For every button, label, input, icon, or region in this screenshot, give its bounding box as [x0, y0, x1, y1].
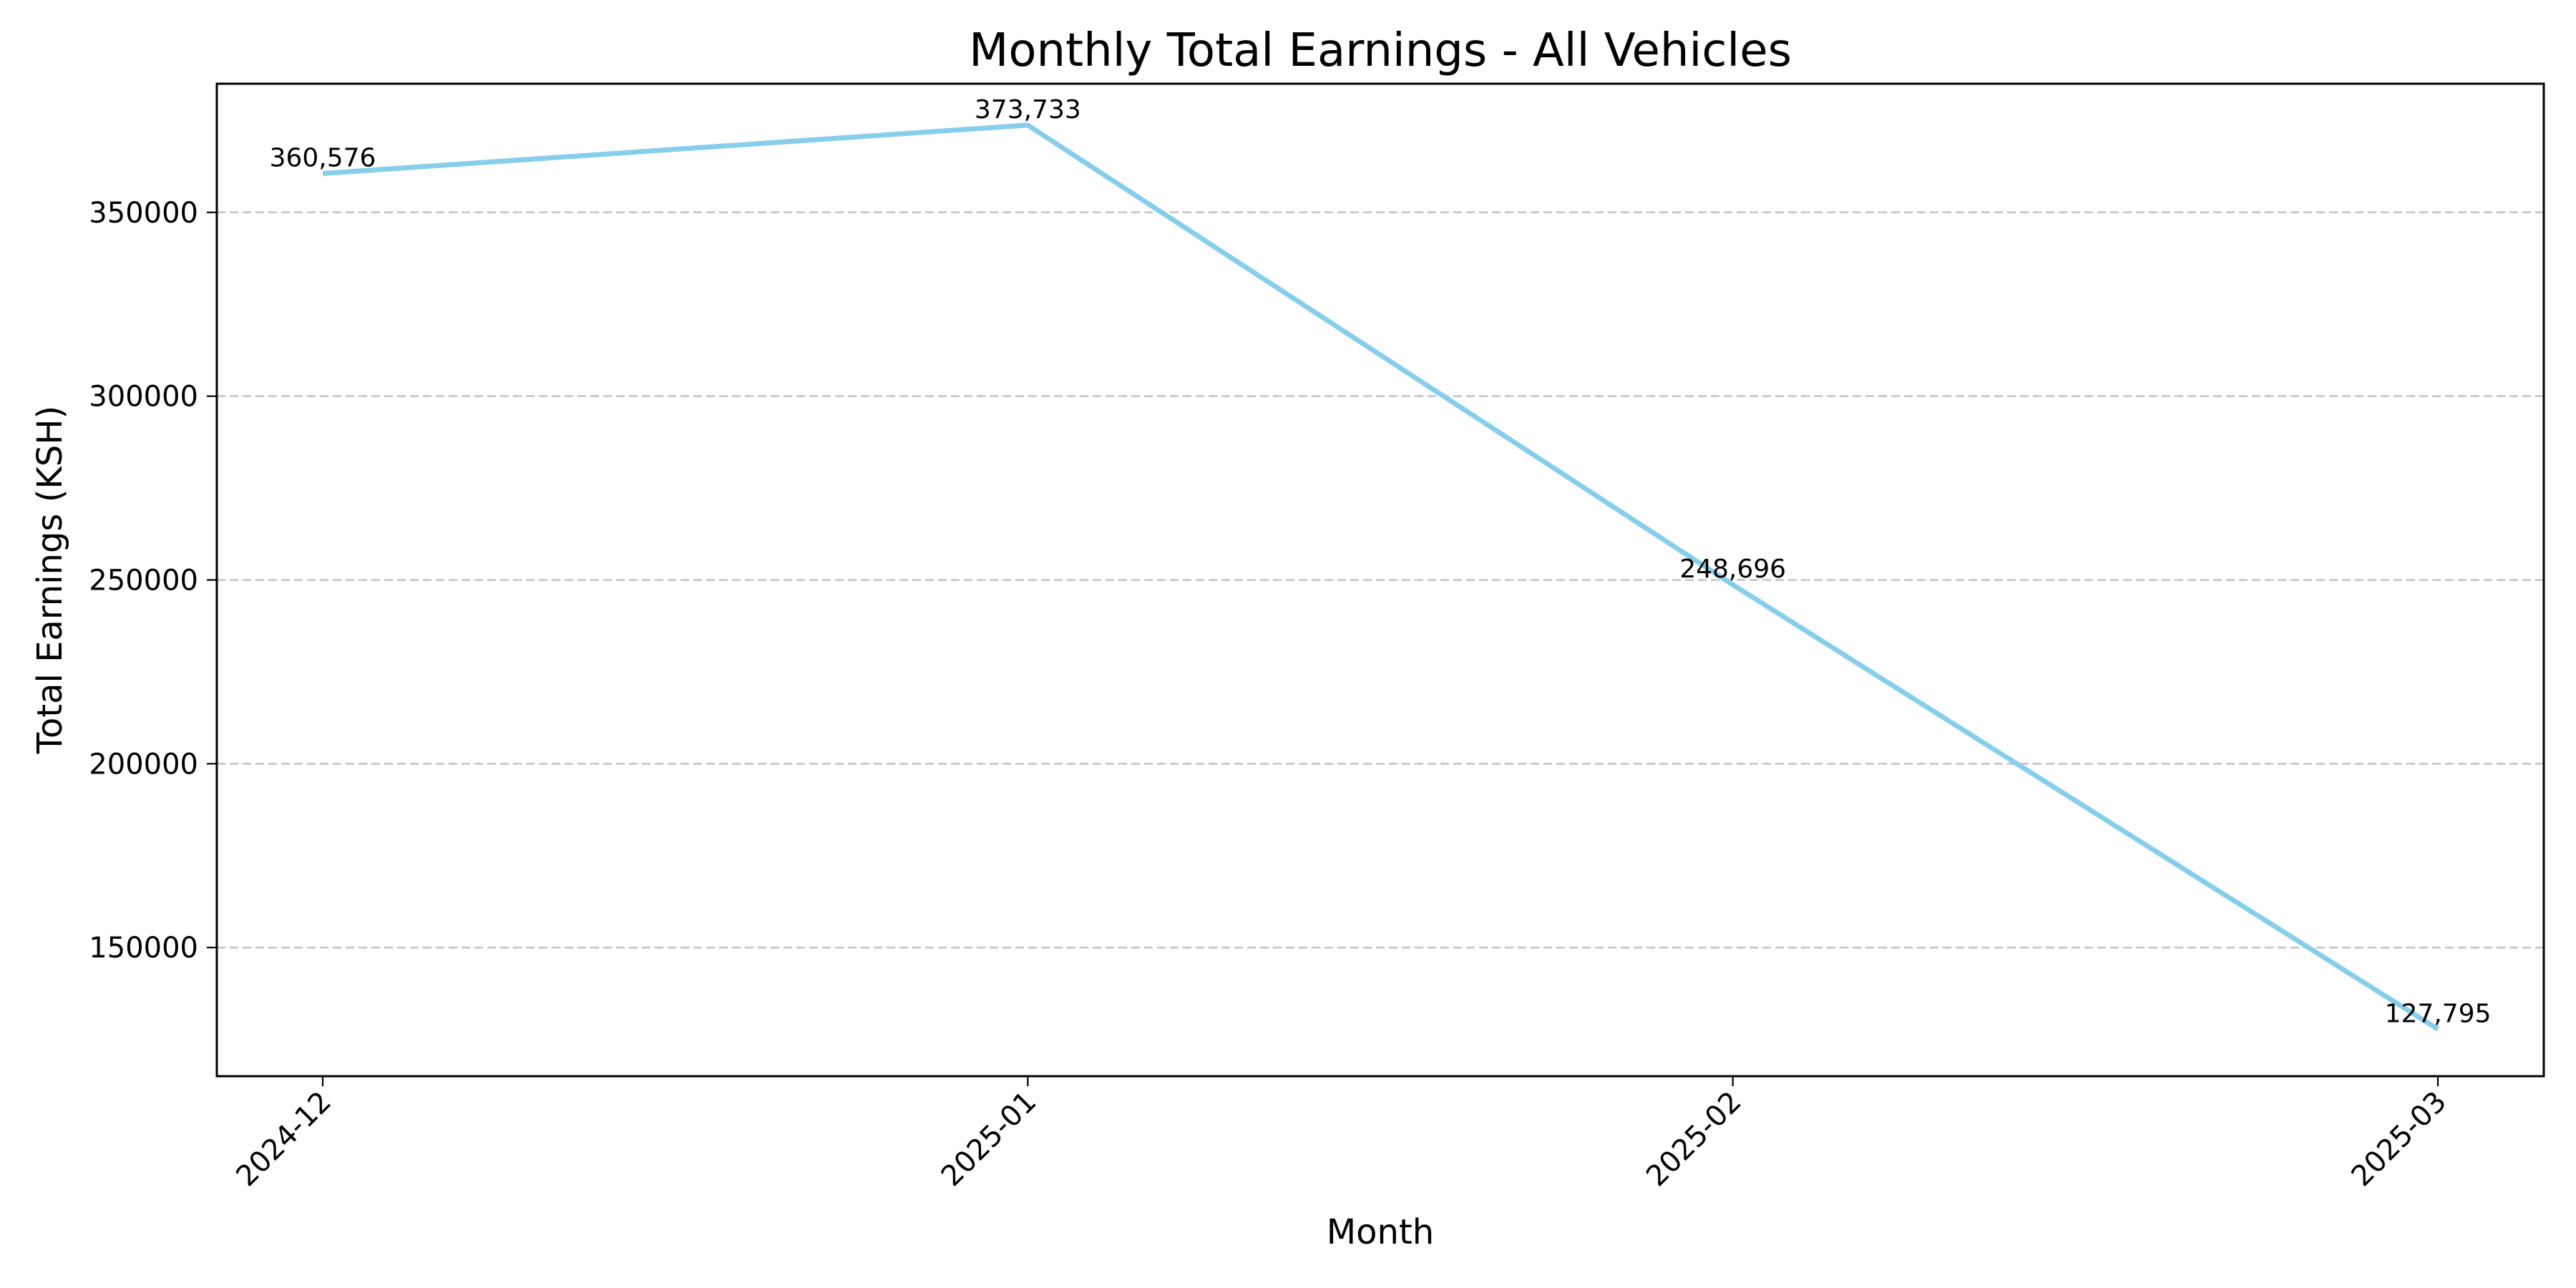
y-tick-label: 200000 [89, 748, 198, 781]
y-tick-label: 250000 [89, 565, 198, 597]
gridlines [217, 211, 2544, 949]
y-tick-label: 150000 [89, 932, 198, 965]
data-label: 127,795 [2385, 999, 2492, 1028]
series-lines [322, 122, 2439, 1032]
y-axis-ticks: 150000 200000 250000 300000 350000 [89, 197, 217, 965]
data-label: 248,696 [1679, 555, 1786, 584]
series-line [322, 122, 2439, 1032]
x-axis-label: Month [1327, 1212, 1434, 1252]
y-tick-label: 350000 [89, 197, 198, 230]
chart-title: Monthly Total Earnings - All Vehicles [969, 24, 1792, 77]
data-labels: 360,576 373,733 248,696 127,795 [270, 95, 2492, 1028]
y-axis-label: Total Earnings (KSH) [30, 406, 70, 754]
data-label: 373,733 [975, 95, 1081, 125]
data-label: 360,576 [270, 143, 376, 172]
y-tick-label: 300000 [89, 381, 198, 414]
